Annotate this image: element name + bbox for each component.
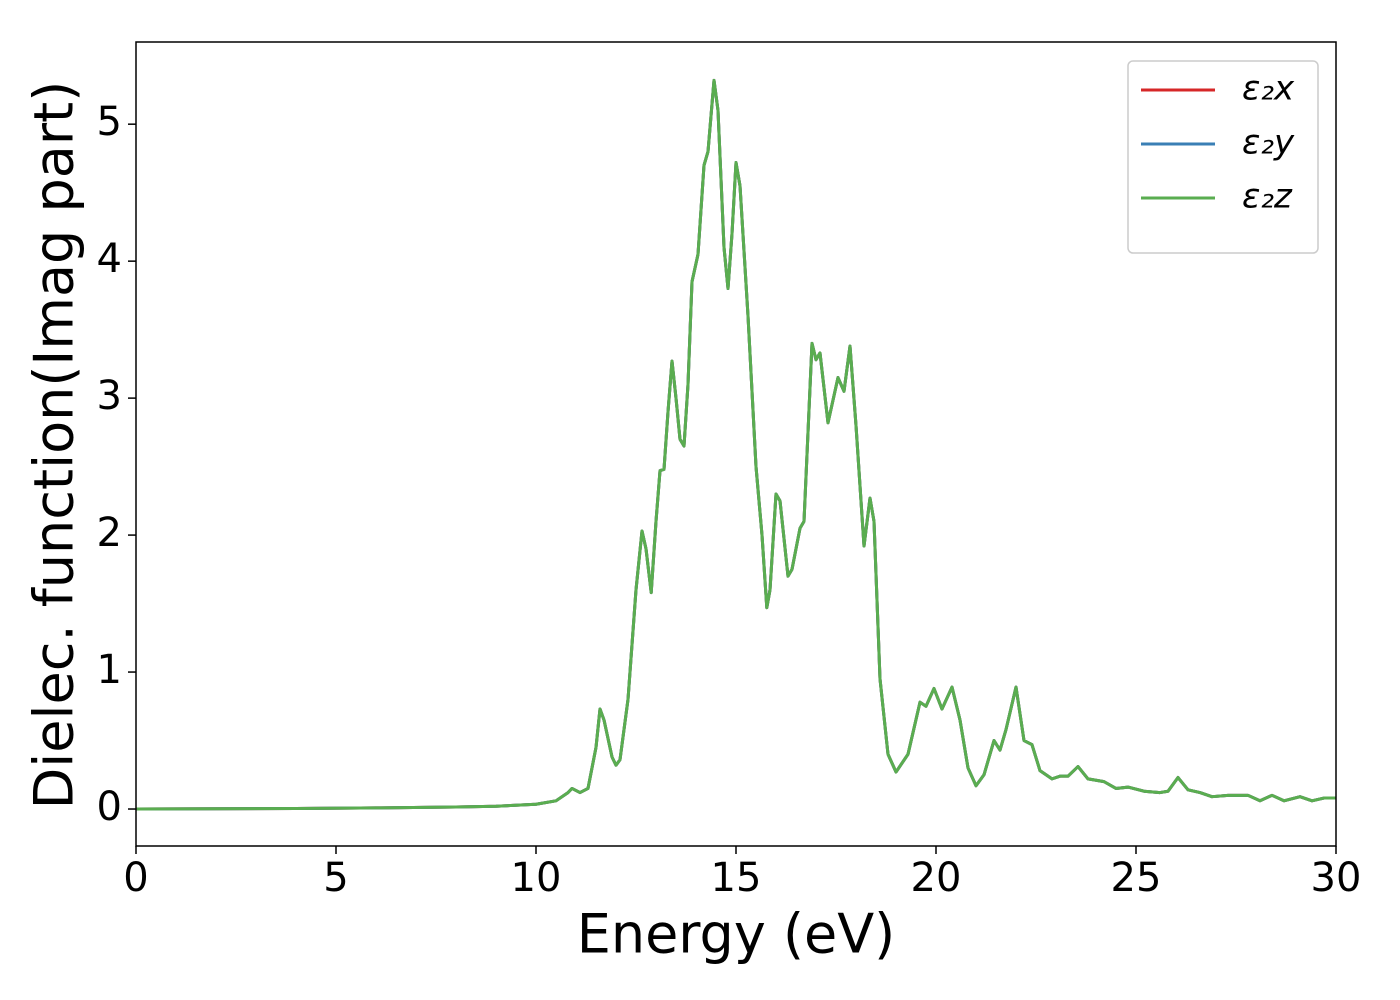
x-tick-label: 10 — [511, 855, 562, 901]
y-tick-label: 2 — [97, 510, 122, 556]
x-axis-label: Energy (eV) — [577, 903, 896, 966]
y-axis-label: Dielec. function(Imag part) — [23, 81, 86, 810]
x-tick-label: 30 — [1311, 855, 1362, 901]
y-tick-label: 5 — [97, 99, 122, 145]
y-tick-label: 3 — [97, 373, 122, 419]
line-series — [135, 78, 1336, 811]
legend-label: ε₂z — [1242, 177, 1293, 217]
x-tick-label: 5 — [323, 855, 348, 901]
x-tick-label: 25 — [1111, 855, 1162, 901]
y-tick-label: 4 — [97, 236, 122, 282]
legend-box — [1127, 60, 1319, 254]
x-tick-label: 15 — [711, 855, 762, 901]
plot-frame — [135, 41, 1337, 847]
legend-label: ε₂y — [1242, 123, 1295, 163]
y-tick-label: 1 — [97, 647, 122, 693]
x-tick-label: 20 — [911, 855, 962, 901]
x-tick-label: 0 — [123, 855, 148, 901]
y-tick-label: 0 — [97, 784, 122, 830]
legend-label: ε₂x — [1242, 69, 1295, 109]
